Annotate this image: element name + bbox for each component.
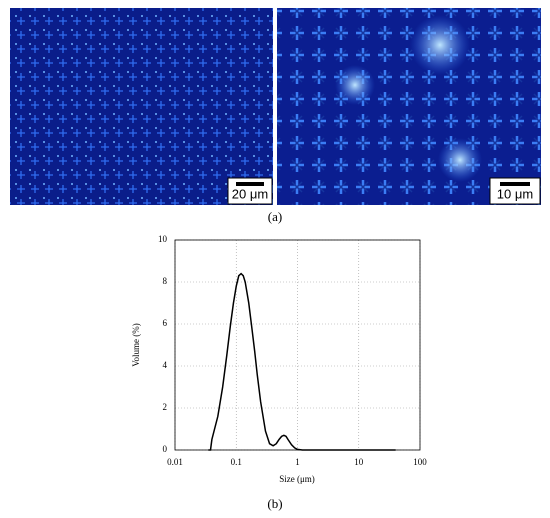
scale-bar-label: 20 μm xyxy=(232,186,268,201)
scale-bar-label: 10 μm xyxy=(497,186,533,201)
crystal-glow xyxy=(335,65,375,105)
micrograph-right xyxy=(277,8,541,205)
caption: (a) xyxy=(268,209,282,224)
scale-bar xyxy=(500,182,530,186)
data-line xyxy=(208,272,396,451)
y-tick-label: 0 xyxy=(163,444,168,454)
x-axis-label: Size (μm) xyxy=(279,474,315,484)
y-tick-label: 4 xyxy=(163,360,168,370)
y-tick-label: 8 xyxy=(163,276,168,286)
y-tick-label: 2 xyxy=(163,402,168,412)
crystal-glow xyxy=(410,15,470,75)
x-tick-label: 100 xyxy=(413,457,427,467)
crystal-glow xyxy=(438,138,482,182)
y-tick-label: 6 xyxy=(163,318,168,328)
x-tick-label: 10 xyxy=(354,457,364,467)
y-tick-label: 10 xyxy=(158,234,168,244)
y-axis-label: Volume (%) xyxy=(131,323,141,367)
x-tick-label: 0.1 xyxy=(231,457,242,467)
micrograph-left xyxy=(10,8,273,205)
caption: (b) xyxy=(267,496,282,511)
x-tick-label: 1 xyxy=(295,457,300,467)
x-tick-label: 0.01 xyxy=(167,457,183,467)
scale-bar xyxy=(236,182,264,186)
